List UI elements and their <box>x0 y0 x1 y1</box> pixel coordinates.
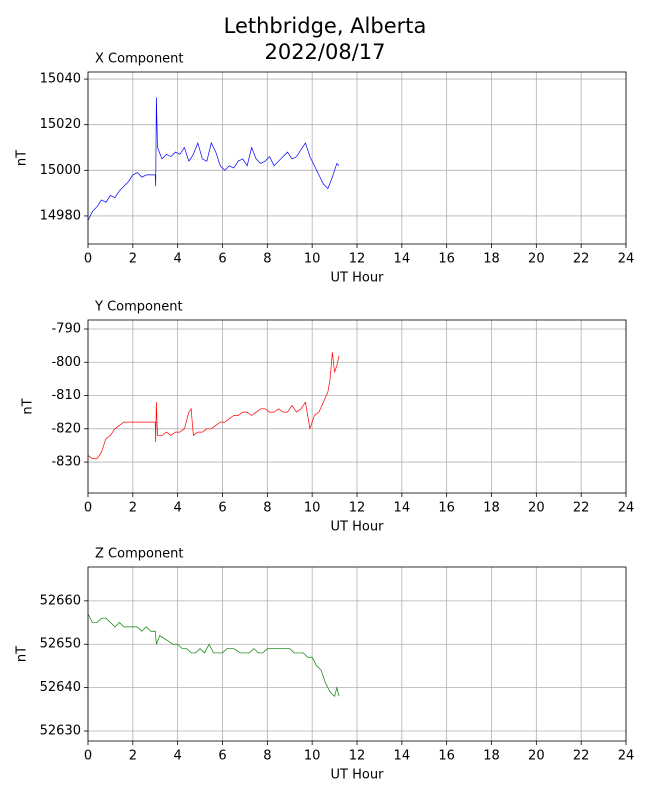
axes-frame <box>87 71 627 245</box>
y-tick-label: 15040 <box>40 72 81 87</box>
y-tick-label: -800 <box>51 355 81 370</box>
x-tick-label: 4 <box>174 749 182 764</box>
y-tick-label: 52630 <box>40 724 81 739</box>
x-tick-label: 6 <box>218 252 226 267</box>
y-tick-label: 15000 <box>40 163 81 178</box>
x-tick-label: 22 <box>573 252 590 267</box>
x-tick-label: 14 <box>394 749 411 764</box>
x-tick-label: 2 <box>129 252 137 267</box>
x-tick-label: 6 <box>218 501 226 516</box>
data-line <box>87 97 340 221</box>
y-tick-label: 52660 <box>40 593 81 608</box>
x-axis-label: UT Hour <box>331 271 385 286</box>
axes-frame <box>87 319 627 494</box>
x-tick-label: 0 <box>84 501 92 516</box>
y-tick-label: -810 <box>51 388 81 403</box>
y-tick-label: -820 <box>51 421 81 436</box>
x-tick-label: 8 <box>263 501 271 516</box>
x-tick-label: 20 <box>528 252 545 267</box>
x-tick-label: 24 <box>618 501 635 516</box>
figure-title: Lethbridge, Alberta <box>224 14 427 38</box>
y-tick-label: 15020 <box>40 117 81 132</box>
y-tick-label: 52650 <box>40 637 81 652</box>
x-tick-label: 10 <box>304 749 321 764</box>
x-tick-label: 18 <box>483 252 500 267</box>
y-tick-label: -830 <box>51 455 81 470</box>
axes-title: X Component <box>95 52 184 67</box>
x-axis-label: UT Hour <box>331 768 385 783</box>
x-tick-label: 16 <box>438 252 455 267</box>
x-tick-label: 4 <box>174 252 182 267</box>
y-tick-label: 52640 <box>40 680 81 695</box>
x-tick-label: 18 <box>483 501 500 516</box>
x-tick-label: 14 <box>394 252 411 267</box>
x-tick-label: 22 <box>573 501 590 516</box>
x-tick-label: 14 <box>394 501 411 516</box>
x-tick-label: 2 <box>129 749 137 764</box>
y-tick-label: 14980 <box>40 208 81 223</box>
x-tick-label: 0 <box>84 749 92 764</box>
y-axis-label: nT <box>15 646 30 662</box>
x-tick-label: 6 <box>218 749 226 764</box>
data-line <box>87 352 340 460</box>
axes-title: Z Component <box>95 547 184 562</box>
x-tick-label: 0 <box>84 252 92 267</box>
axes-title: Y Component <box>94 300 183 315</box>
x-axis-label: UT Hour <box>331 520 385 535</box>
x-tick-label: 18 <box>483 749 500 764</box>
x-tick-label: 8 <box>263 749 271 764</box>
x-tick-label: 10 <box>304 501 321 516</box>
x-tick-label: 24 <box>618 749 635 764</box>
y-tick-label: -790 <box>51 321 81 336</box>
x-tick-label: 24 <box>618 252 635 267</box>
y-axis-label: nT <box>21 398 36 414</box>
x-tick-label: 16 <box>438 501 455 516</box>
x-tick-label: 10 <box>304 252 321 267</box>
x-tick-label: 4 <box>174 501 182 516</box>
figure-subtitle: 2022/08/17 <box>264 40 385 64</box>
x-tick-label: 16 <box>438 749 455 764</box>
axes-frame <box>87 566 627 742</box>
x-tick-label: 12 <box>349 749 366 764</box>
data-line <box>87 613 340 697</box>
x-tick-label: 12 <box>349 501 366 516</box>
x-tick-label: 2 <box>129 501 137 516</box>
y-axis-label: nT <box>15 150 30 166</box>
x-tick-label: 22 <box>573 749 590 764</box>
x-tick-label: 12 <box>349 252 366 267</box>
x-tick-label: 20 <box>528 749 545 764</box>
x-tick-label: 20 <box>528 501 545 516</box>
x-tick-label: 8 <box>263 252 271 267</box>
